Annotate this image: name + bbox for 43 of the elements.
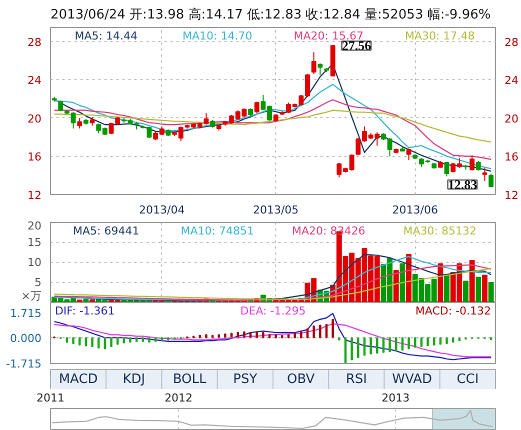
y-tick-label: ×万 bbox=[21, 290, 42, 302]
text: KDJ bbox=[122, 372, 146, 387]
y-tick-label: 10 bbox=[28, 256, 42, 269]
x-tick-label: 2013 bbox=[382, 392, 410, 404]
text: MA5: 14.44 bbox=[74, 30, 138, 42]
text: MA20: 83426 bbox=[292, 224, 366, 238]
text: PSY bbox=[233, 372, 258, 387]
text: RSI bbox=[346, 372, 368, 387]
text: MA10: 74851 bbox=[180, 224, 254, 238]
y-tick-label: 15 bbox=[28, 236, 42, 249]
text: MA30: 17.48 bbox=[405, 30, 475, 42]
y2-tick-label: 20 bbox=[504, 112, 518, 126]
y-tick-label: -1.715 bbox=[6, 357, 42, 370]
series-label: DIF: -1.361 bbox=[54, 304, 115, 318]
text: MACD bbox=[58, 372, 98, 387]
y-tick-label: 1.715 bbox=[10, 307, 42, 320]
y-tick-label: 20 bbox=[28, 112, 42, 126]
text: MA30: 85132 bbox=[403, 224, 476, 238]
text: CCI bbox=[456, 372, 479, 387]
y2-tick-label: 16 bbox=[504, 150, 518, 164]
x-tick-label: 2013/04 bbox=[139, 204, 185, 216]
y-tick-label: 24 bbox=[28, 74, 42, 88]
text: MA5: 69441 bbox=[73, 224, 140, 238]
y-tick-label: 0.000 bbox=[10, 332, 42, 346]
y2-tick-label: 28 bbox=[504, 36, 518, 49]
text: MA10: 14.70 bbox=[182, 30, 252, 42]
y-tick-label: 16 bbox=[28, 150, 42, 164]
x-tick-label: 2013/05 bbox=[253, 204, 299, 216]
y2-tick-label: 24 bbox=[504, 74, 518, 88]
x-tick-label: 2012 bbox=[164, 392, 193, 404]
y-tick-label: 28 bbox=[28, 36, 42, 49]
x-tick-label: 2013/06 bbox=[392, 204, 438, 216]
text: BOLL bbox=[172, 372, 208, 387]
y-tick-label: 5 bbox=[34, 276, 42, 289]
y-tick-label: 20 bbox=[28, 220, 42, 232]
y2-tick-label: 12 bbox=[504, 189, 518, 202]
series-label: MACD: -0.132 bbox=[415, 304, 492, 318]
text: WVAD bbox=[392, 372, 432, 387]
text: OBV bbox=[286, 372, 315, 387]
x-tick-label: 2011 bbox=[36, 392, 65, 404]
series-label: DEA: -1.295 bbox=[240, 304, 306, 318]
y-tick-label: 12 bbox=[28, 189, 42, 202]
chart-title: 2013/06/24 开:13.98 高:14.17 低:12.83 收:12.84 量:52053 幅:-9.96% bbox=[50, 6, 491, 22]
